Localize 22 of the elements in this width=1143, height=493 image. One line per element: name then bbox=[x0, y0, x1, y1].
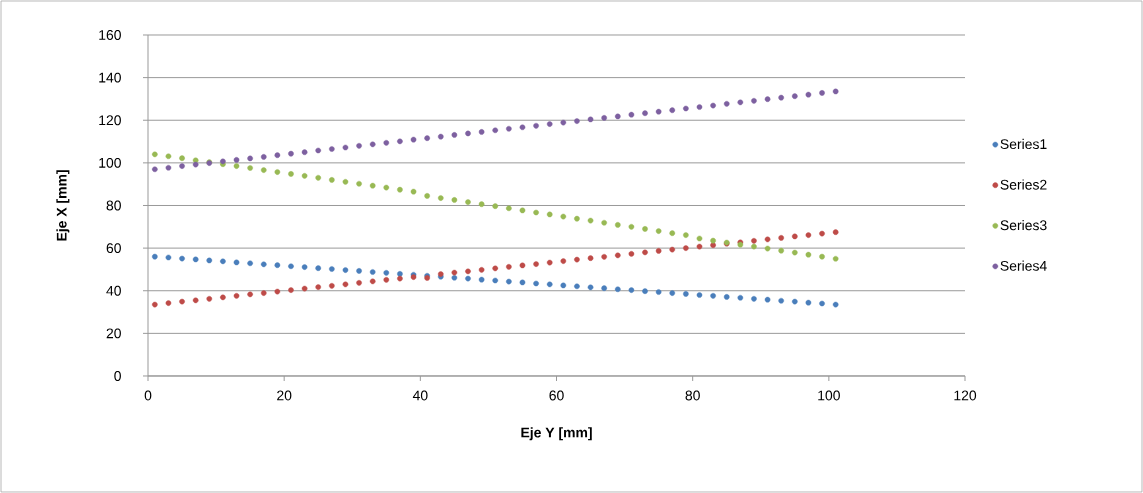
legend-label: Series4 bbox=[1000, 260, 1047, 271]
x-tick-label: 120 bbox=[954, 390, 977, 401]
y-tick-label: 80 bbox=[106, 200, 121, 211]
y-tick-label: 100 bbox=[99, 157, 121, 168]
x-tick-label: 20 bbox=[277, 390, 292, 401]
x-tick-label: 40 bbox=[412, 390, 428, 401]
x-tick-label: 100 bbox=[818, 390, 840, 401]
x-tick-label: 60 bbox=[549, 390, 564, 401]
legend-label: Series1 bbox=[1000, 138, 1047, 150]
y-axis-title: Eje X [mm] bbox=[56, 170, 70, 241]
legend-label: Series3 bbox=[1000, 219, 1047, 231]
x-tick-label: 0 bbox=[144, 390, 152, 401]
y-tick-label: 140 bbox=[99, 72, 121, 83]
y-tick-label: 40 bbox=[106, 285, 121, 296]
y-tick-label: 120 bbox=[99, 115, 121, 126]
x-axis-title: Eje Y [mm] bbox=[521, 427, 592, 441]
x-tick-label: 80 bbox=[685, 390, 700, 401]
legend-label: Series2 bbox=[1000, 179, 1047, 190]
y-tick-label: 60 bbox=[106, 243, 121, 254]
y-tick-label: 160 bbox=[99, 30, 121, 40]
y-tick-label: 0 bbox=[114, 371, 121, 381]
y-tick-label: 20 bbox=[106, 328, 121, 339]
